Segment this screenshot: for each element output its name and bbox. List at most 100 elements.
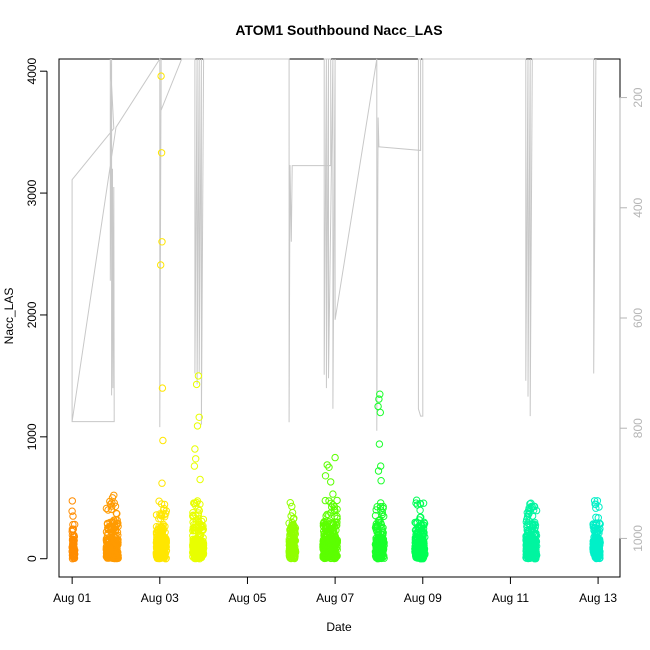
left-y-axis: 0 1000 2000 3000 4000 — [25, 58, 48, 562]
data-point-outlier — [106, 497, 114, 506]
data-point — [324, 545, 332, 553]
y-tick-label: 2000 — [25, 301, 39, 328]
data-point-outlier — [195, 413, 203, 421]
data-point-outlier — [157, 72, 165, 80]
data-point — [320, 527, 328, 535]
data-point — [162, 540, 170, 548]
data-point-outlier — [331, 453, 339, 462]
data-point — [333, 496, 341, 505]
scatter-cluster — [319, 453, 341, 563]
data-point — [596, 552, 604, 560]
data-point — [380, 512, 388, 521]
data-point — [325, 497, 333, 505]
data-point — [162, 509, 170, 518]
data-point — [159, 522, 167, 530]
data-point — [412, 549, 420, 557]
data-point — [416, 506, 424, 514]
data-point — [320, 523, 328, 531]
data-point-outlier — [417, 522, 425, 530]
right-y-axis: 200 400 600 800 1000 — [619, 87, 645, 552]
data-point — [378, 544, 386, 553]
data-point — [112, 554, 121, 562]
data-point — [525, 507, 533, 516]
data-point-outlier — [68, 535, 77, 543]
data-point — [376, 552, 384, 561]
data-point-outlier — [323, 461, 331, 469]
data-point — [194, 505, 202, 513]
data-point-outlier — [321, 472, 330, 480]
data-point-outlier — [190, 462, 199, 470]
x-tick-label: Aug 07 — [316, 591, 354, 605]
data-point — [288, 553, 296, 561]
right-tick-label: 200 — [631, 87, 645, 107]
data-point — [419, 555, 427, 563]
data-point — [376, 503, 385, 511]
data-point — [290, 550, 298, 558]
data-point — [108, 502, 116, 510]
data-point-outlier — [196, 475, 204, 484]
y-tick-label: 0 — [25, 555, 39, 562]
data-point — [377, 545, 385, 554]
data-point-outlier — [192, 455, 200, 463]
data-point — [415, 524, 423, 532]
data-point-outlier — [68, 507, 76, 515]
data-point-outlier — [377, 462, 385, 470]
right-tick-label: 1000 — [631, 525, 645, 552]
x-tick-label: Aug 11 — [492, 591, 529, 605]
data-point — [199, 546, 207, 554]
scatter-cluster — [589, 497, 604, 563]
data-point — [321, 496, 329, 505]
data-point — [197, 543, 205, 551]
data-point — [522, 545, 530, 553]
data-point-outlier — [159, 436, 167, 445]
data-point — [378, 510, 386, 519]
data-point-outlier — [525, 517, 533, 525]
data-point — [287, 512, 295, 520]
data-point-outlier — [158, 384, 167, 392]
data-point — [374, 537, 383, 545]
x-tick-label: Aug 01 — [53, 591, 91, 605]
x-axis: Aug 01 Aug 03 Aug 05 Aug 07 Aug 09 Aug 11 Aug … — [53, 576, 617, 605]
data-point — [68, 527, 76, 536]
data-point — [532, 554, 540, 562]
data-point — [68, 555, 77, 563]
data-point-outlier — [374, 467, 383, 475]
data-point-outlier — [69, 553, 78, 562]
data-point — [589, 540, 597, 548]
data-point-outlier — [412, 496, 421, 504]
data-point — [411, 538, 419, 547]
data-point — [319, 519, 328, 528]
data-point — [373, 503, 381, 511]
x-tick-label: Aug 13 — [579, 591, 617, 605]
x-tick-label: Aug 03 — [141, 591, 179, 605]
data-point — [323, 510, 331, 519]
data-point — [592, 504, 600, 512]
data-point-outlier — [526, 538, 534, 546]
scatter-cluster — [371, 390, 388, 563]
right-tick-label: 600 — [631, 308, 645, 328]
y-tick-label: 3000 — [25, 179, 39, 206]
scatter-points-layer — [68, 72, 604, 563]
data-point — [530, 506, 538, 514]
data-point-outlier — [327, 478, 335, 486]
data-point — [374, 521, 382, 529]
data-point-outlier — [414, 531, 423, 540]
data-point — [105, 535, 114, 544]
data-point — [71, 520, 79, 529]
data-point — [590, 497, 599, 505]
data-point — [103, 551, 112, 560]
data-point — [528, 512, 537, 520]
data-point — [194, 536, 202, 544]
data-point — [159, 525, 168, 534]
data-point — [104, 544, 112, 552]
data-point — [190, 536, 198, 544]
data-point — [333, 505, 341, 513]
secondary-trace-line — [71, 57, 597, 431]
data-point — [372, 541, 381, 549]
data-point-outlier — [157, 261, 165, 269]
data-point — [162, 547, 171, 555]
data-point — [152, 511, 161, 519]
data-point-outlier — [591, 528, 599, 536]
scatter-cluster — [189, 372, 208, 563]
